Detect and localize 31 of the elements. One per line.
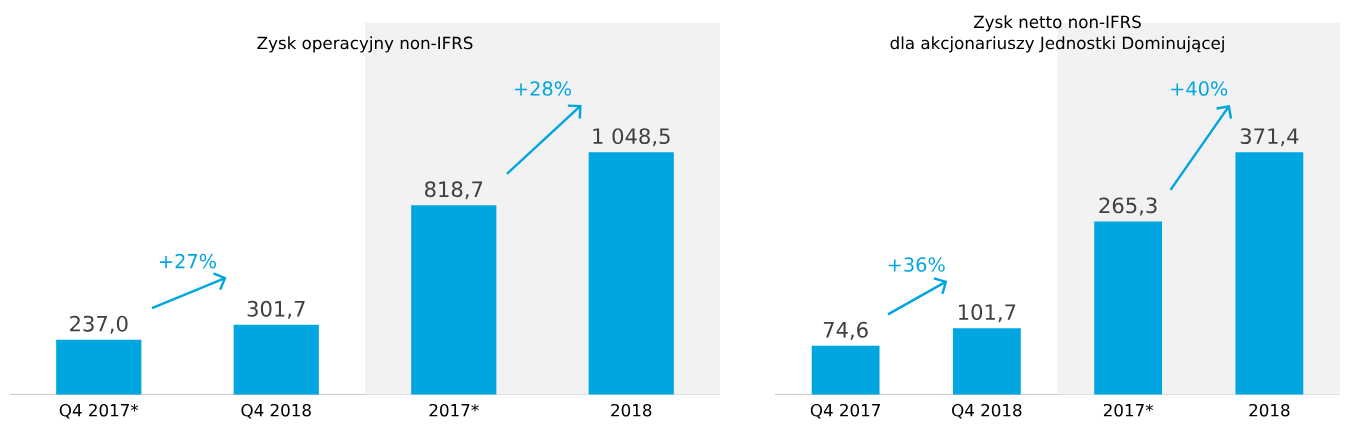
x-tick-label: Q4 2018 — [952, 403, 1022, 419]
text: +28% — [514, 81, 571, 96]
bar — [56, 339, 142, 395]
bar — [588, 152, 674, 395]
annotation: +36% — [888, 257, 945, 272]
bar — [952, 328, 1021, 395]
data-label: 371,4 — [1240, 128, 1299, 147]
x-tick-label: 2017* — [1103, 403, 1154, 417]
data-label: 301,7 — [247, 300, 305, 319]
text: +40% — [1171, 81, 1228, 96]
x-tick-label: Q4 2017* — [59, 403, 139, 419]
data-label: 74,6 — [823, 321, 868, 340]
x-tick-label: 2017* — [429, 403, 479, 417]
x-tick-label: 2018 — [611, 403, 652, 417]
data-label: 101,7 — [959, 304, 1016, 323]
annotation: +27% — [159, 253, 216, 269]
bar — [1094, 221, 1163, 395]
x-tick-label: 2018 — [1249, 403, 1290, 417]
data-label: 265,3 — [1099, 197, 1157, 216]
chart-subtitle: dla akcjonariuszy Jednostki Dominującej — [890, 36, 1224, 53]
bar — [1235, 152, 1304, 395]
data-label: 1 048,5 — [593, 128, 670, 147]
data-label: 818,7 — [425, 181, 483, 200]
bar — [233, 324, 319, 395]
bar — [411, 205, 497, 395]
data-label: 237,0 — [70, 315, 128, 334]
chart-title: Zysk operacyjny non-IFRS — [257, 36, 473, 53]
bar — [811, 345, 880, 395]
x-tick-label: Q4 2018 — [241, 403, 311, 419]
x-tick-label: Q4 2017 — [810, 403, 880, 419]
chart-title: Zysk netto non-IFRS — [973, 15, 1141, 32]
